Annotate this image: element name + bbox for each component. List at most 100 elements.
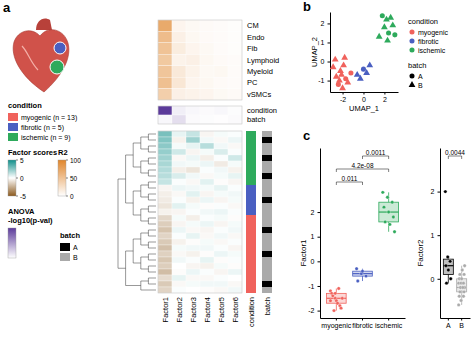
heat-cell — [228, 203, 242, 209]
heat-cell — [186, 173, 200, 179]
heatmap-frame — [158, 131, 242, 293]
heat-cell — [214, 281, 228, 287]
tick-mark — [318, 311, 321, 312]
point — [355, 267, 358, 270]
annotation-cell — [262, 143, 272, 149]
heat-cell — [228, 215, 242, 221]
heat-cell — [172, 263, 186, 269]
heat-cell — [214, 269, 228, 275]
heat-cell — [214, 263, 228, 269]
dendrogram-branch — [133, 239, 141, 263]
row-label: Endo — [247, 33, 265, 42]
point — [462, 281, 465, 284]
heat-cell — [186, 89, 200, 100]
heat-cell — [214, 77, 228, 88]
annotation-cell — [246, 191, 256, 197]
heat-cell — [214, 197, 228, 203]
annotation-cell — [262, 137, 272, 143]
heat-cell — [186, 149, 200, 155]
heat-cell — [186, 233, 200, 239]
heat-cell — [172, 257, 186, 263]
heatmap — [158, 131, 242, 293]
whisker — [362, 276, 363, 281]
dendrogram-branch — [141, 161, 149, 173]
legend-swatch — [60, 253, 70, 261]
row-label: Myeloid — [247, 67, 273, 76]
heat-cell — [158, 167, 172, 173]
annotation-cell — [262, 161, 272, 167]
annotation-cell — [262, 155, 272, 161]
heat-cell — [228, 89, 242, 100]
heatmap — [158, 20, 242, 100]
tick-mark — [336, 318, 337, 321]
colorbar-title: -log10(p-val) — [8, 216, 53, 225]
heat-cell — [214, 131, 228, 137]
dendrogram-branch — [141, 209, 149, 221]
annotation-cell — [262, 191, 272, 197]
dendrogram-branch — [141, 233, 149, 245]
heat-cell — [158, 131, 172, 137]
colorbar-title: Factor scores — [8, 148, 57, 157]
heat-cell — [228, 227, 242, 233]
heat-cell — [158, 275, 172, 281]
tick-label: 2 — [321, 20, 325, 27]
tick-label: -2 — [308, 307, 314, 314]
heat-cell — [158, 115, 172, 124]
colorbar-tick — [66, 196, 68, 197]
column-label: Factor4 — [203, 297, 212, 322]
heat-cell — [228, 197, 242, 203]
point — [384, 37, 391, 43]
axis-line — [331, 92, 399, 93]
tick: -1 — [318, 77, 330, 84]
heat-cell — [214, 149, 228, 155]
legend-title: batch — [60, 231, 80, 240]
significance-bracket — [336, 182, 362, 185]
heat-cell — [172, 115, 186, 124]
tick-label: 1 — [311, 233, 315, 240]
colorbar-tick — [16, 196, 18, 197]
dendrogram-branch — [148, 206, 156, 212]
annotation-cell — [262, 251, 272, 257]
heat-cell — [158, 215, 172, 221]
heat-cell — [200, 209, 214, 215]
heat-cell — [158, 66, 172, 77]
heat-cell — [172, 275, 186, 281]
point — [348, 70, 353, 75]
heat-cell — [200, 215, 214, 221]
heat-cell — [228, 281, 242, 287]
tick-label: fibrotic — [352, 322, 373, 329]
heat-cell — [172, 143, 186, 149]
point — [357, 75, 364, 81]
annotation-cell — [262, 233, 272, 239]
heat-cell — [158, 233, 172, 239]
heat-cell — [200, 239, 214, 245]
row-label: batch — [247, 115, 265, 124]
tick: 0 — [431, 276, 440, 283]
heat-cell — [214, 167, 228, 173]
point — [445, 281, 448, 284]
heat-cell — [172, 54, 186, 65]
point — [387, 210, 390, 213]
point — [333, 73, 340, 79]
significance-bracket — [448, 156, 461, 159]
heat-cell — [186, 269, 200, 275]
heat-cell — [172, 20, 186, 31]
legend-label: myogenic (n = 13) — [21, 114, 77, 122]
legend-marker — [409, 81, 416, 87]
heat-cell — [186, 245, 200, 251]
heat-cell — [158, 185, 172, 191]
tick-label: B — [459, 322, 464, 329]
annotation-cell — [246, 131, 256, 137]
heat-cell — [200, 89, 214, 100]
heat-cell — [186, 203, 200, 209]
annotation-label: condition — [247, 297, 256, 327]
heat-cell — [228, 43, 242, 54]
heat-cell — [228, 143, 242, 149]
point — [366, 61, 373, 67]
point — [361, 67, 366, 72]
heat-cell — [228, 191, 242, 197]
annotation-cell — [246, 209, 256, 215]
heat-cell — [200, 287, 214, 293]
point — [383, 220, 386, 223]
tick-mark — [388, 318, 389, 321]
